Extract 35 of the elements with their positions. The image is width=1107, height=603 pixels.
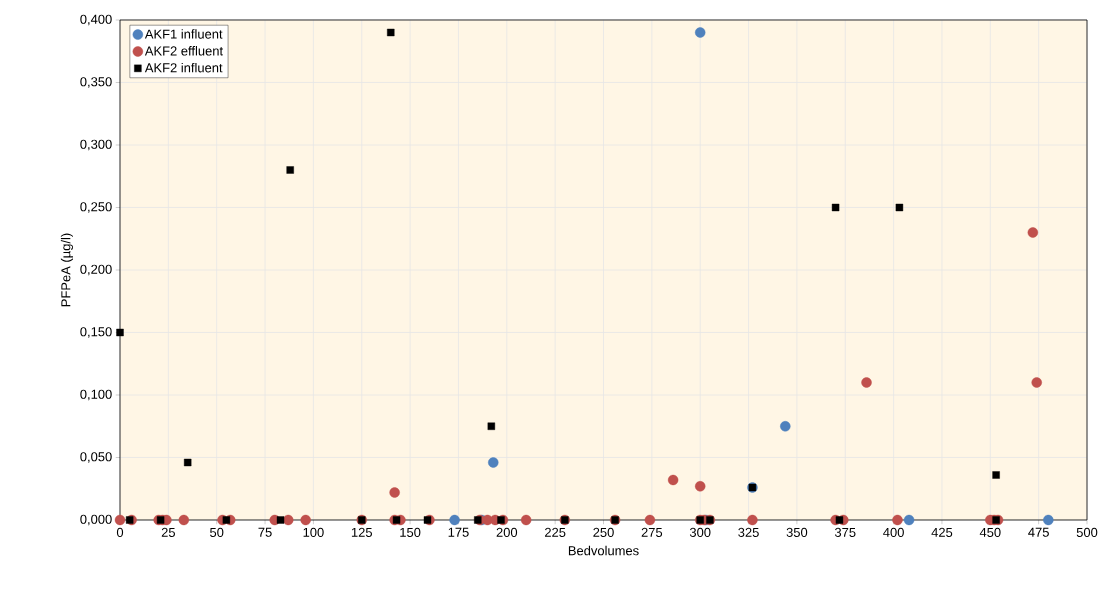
x-tick-label: 350 bbox=[786, 527, 808, 537]
x-tick-label: 375 bbox=[834, 527, 856, 537]
x-tick-label: 275 bbox=[641, 527, 663, 537]
x-tick-label: 225 bbox=[545, 527, 566, 537]
x-tick-label: 100 bbox=[303, 527, 324, 537]
x-tick-label: 25 bbox=[161, 527, 175, 537]
y-tick-label: 0,250 bbox=[80, 202, 112, 213]
x-tick-label: 500 bbox=[1076, 527, 1098, 537]
x-tick-label: 475 bbox=[1028, 527, 1049, 537]
x-axis-title: Bedvolumes bbox=[568, 545, 639, 556]
x-tick-label: 200 bbox=[496, 527, 518, 537]
y-tick-label: 0,100 bbox=[80, 389, 112, 401]
x-tick-label: 0 bbox=[116, 527, 124, 537]
x-tick-label: 250 bbox=[593, 527, 614, 537]
y-axis-title: PFPeA (µg/l) bbox=[60, 233, 73, 307]
x-tick-label: 175 bbox=[448, 527, 469, 537]
x-tick-label: 325 bbox=[738, 527, 759, 537]
x-tick-label: 50 bbox=[210, 527, 224, 537]
x-tick-label: 450 bbox=[979, 527, 1001, 537]
x-tick-label: 125 bbox=[351, 527, 372, 537]
x-tick-label: 300 bbox=[689, 527, 711, 537]
x-tick-label: 75 bbox=[258, 527, 272, 537]
y-tick-label: 0,300 bbox=[80, 139, 112, 151]
y-tick-label: 0,000 bbox=[80, 514, 112, 526]
x-tick-label: 400 bbox=[883, 527, 904, 537]
legend-label: AKF2 effluent bbox=[144, 46, 223, 56]
x-tick-label: 425 bbox=[931, 527, 953, 537]
y-tick-label: 0,150 bbox=[80, 327, 112, 338]
legend-label: AKF2 influent bbox=[144, 62, 223, 73]
legend-label: AKF1 influent bbox=[144, 29, 223, 39]
x-tick-label: 150 bbox=[400, 527, 421, 537]
y-tick-label: 0,400 bbox=[80, 14, 112, 26]
y-tick-label: 0,350 bbox=[80, 77, 112, 88]
y-tick-label: 0,200 bbox=[80, 264, 112, 276]
y-tick-label: 0,050 bbox=[80, 452, 112, 463]
